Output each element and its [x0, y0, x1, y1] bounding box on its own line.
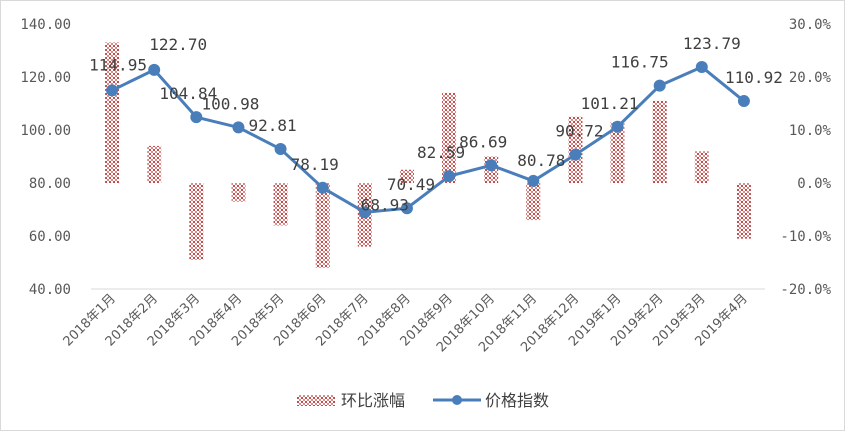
- legend-item-bar: 环比涨幅: [297, 391, 405, 410]
- legend-line-label: 价格指数: [485, 391, 549, 410]
- bar-2018年9月: [442, 92, 457, 183]
- bar-2018年3月: [189, 183, 204, 260]
- data-label-2018年8月: 70.49: [387, 175, 435, 194]
- left-tick-label: 60.00: [29, 229, 71, 245]
- price-point-2018年2月: [148, 63, 161, 76]
- data-label-2018年6月: 78.19: [291, 155, 339, 174]
- data-label-2018年10月: 86.69: [459, 132, 507, 151]
- bar-2018年2月: [147, 145, 162, 183]
- price-point-2018年5月: [274, 143, 287, 156]
- price-index-line: [111, 65, 745, 214]
- line-series: [106, 60, 750, 219]
- price-point-2018年8月: [400, 202, 413, 215]
- data-label-2018年3月: 104.84: [159, 84, 217, 103]
- right-tick-label: -10.0%: [780, 229, 831, 245]
- right-tick-label: 0.0%: [797, 176, 831, 192]
- left-tick-label: 80.00: [29, 176, 71, 192]
- bar-2018年1月: [105, 42, 120, 183]
- data-label-2018年11月: 80.78: [517, 151, 565, 170]
- right-tick-label: 30.0%: [789, 17, 832, 33]
- data-label-2019年2月: 116.75: [611, 53, 669, 72]
- price-point-2018年3月: [190, 111, 203, 124]
- data-label-2019年4月: 110.92: [725, 68, 783, 87]
- bar-2018年5月: [273, 183, 288, 226]
- price-point-2018年11月: [527, 174, 540, 187]
- bar-2019年3月: [694, 151, 709, 183]
- bar-2018年11月: [526, 183, 541, 221]
- data-label-2018年4月: 100.98: [202, 94, 260, 113]
- data-label-2018年1月: 114.95: [89, 55, 147, 74]
- legend-bar-label: 环比涨幅: [341, 391, 405, 410]
- bar-2018年4月: [231, 183, 246, 202]
- legend: 环比涨幅 价格指数: [297, 391, 549, 410]
- data-label-2018年12月: 90.72: [555, 122, 603, 141]
- left-tick-label: 40.00: [29, 282, 71, 298]
- legend-line-marker: [452, 395, 462, 405]
- data-label-2018年7月: 68.93: [361, 195, 409, 214]
- price-point-2018年4月: [232, 121, 245, 134]
- bar-2018年8月: [399, 169, 414, 183]
- left-tick-label: 120.00: [20, 70, 71, 86]
- legend-item-line: 价格指数: [433, 391, 549, 410]
- bar-2019年1月: [610, 122, 625, 183]
- left-axis: 140.00 120.00 100.00 80.00 60.00 40.00: [20, 17, 71, 298]
- data-label-2018年5月: 92.81: [248, 116, 296, 135]
- price-point-2019年4月: [737, 95, 750, 108]
- data-label-2019年1月: 101.21: [581, 94, 639, 113]
- price-point-2018年1月: [106, 84, 119, 97]
- left-tick-label: 140.00: [20, 17, 71, 33]
- right-tick-label: 20.0%: [789, 70, 832, 86]
- price-point-2018年7月: [358, 206, 371, 219]
- bar-2018年6月: [315, 183, 330, 268]
- bar-2019年2月: [652, 100, 667, 183]
- x-axis-ticks: 2018年1月2018年2月2018年3月2018年4月2018年5月2018年…: [61, 291, 751, 355]
- price-point-2018年6月: [316, 181, 329, 194]
- bar-2019年4月: [736, 183, 751, 239]
- price-point-2018年12月: [569, 148, 582, 161]
- price-point-2018年9月: [443, 170, 456, 183]
- left-tick-label: 100.00: [20, 123, 71, 139]
- price-point-2019年2月: [653, 79, 666, 92]
- right-tick-label: -20.0%: [780, 282, 831, 298]
- data-label-2019年3月: 123.79: [683, 34, 741, 53]
- right-axis: 30.0% 20.0% 10.0% 0.0% -10.0% -20.0%: [780, 17, 831, 298]
- price-point-2019年1月: [611, 120, 624, 133]
- data-label-2018年9月: 82.59: [417, 143, 465, 162]
- right-tick-label: 10.0%: [789, 123, 832, 139]
- data-label-2018年2月: 122.70: [149, 35, 207, 54]
- legend-bar-swatch: [297, 395, 335, 406]
- price-point-2019年3月: [695, 60, 708, 73]
- price-point-2018年10月: [485, 159, 498, 172]
